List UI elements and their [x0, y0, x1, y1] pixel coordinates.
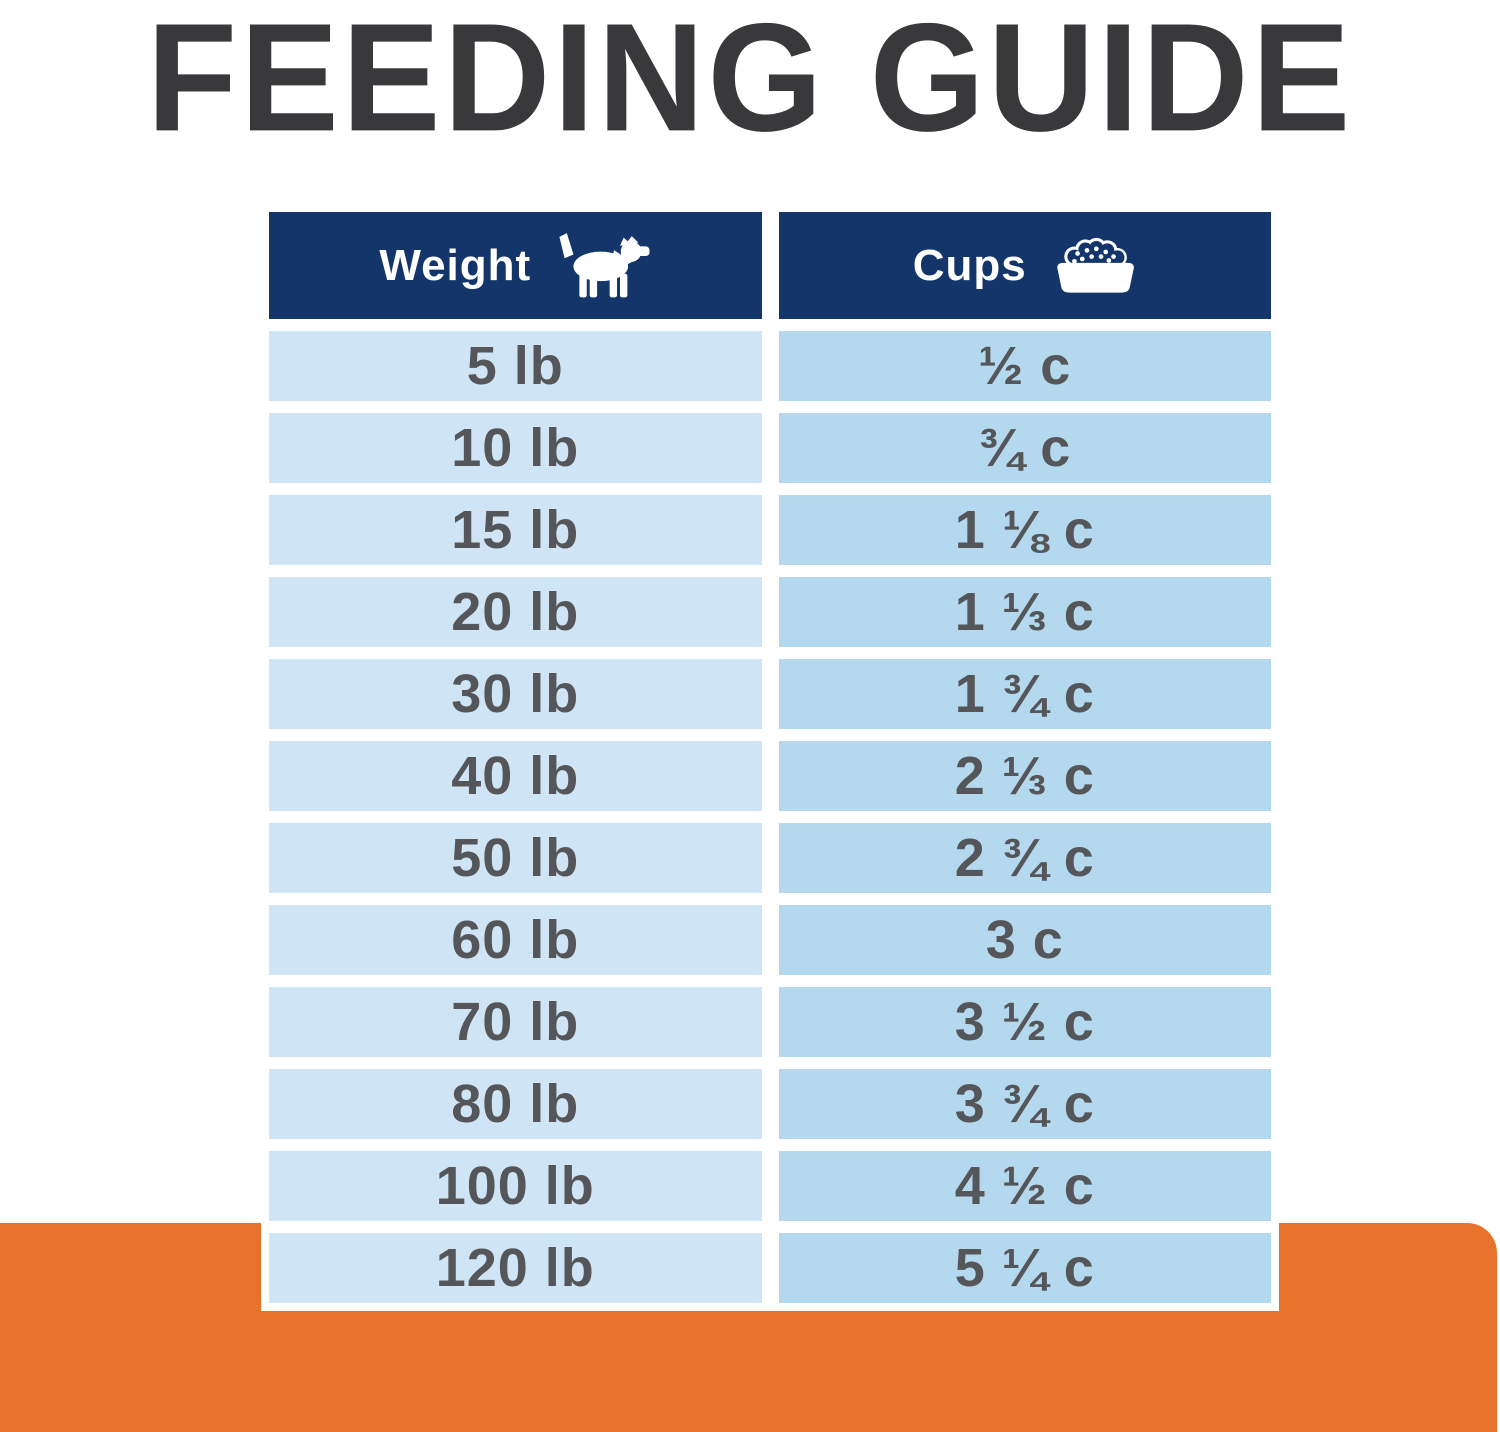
cups-cell: 3 ½ c [778, 987, 1271, 1057]
cups-cell: 2 ⅓ c [778, 741, 1271, 811]
cups-cell: 5 ¼ c [778, 1233, 1271, 1303]
cups-cell: 2 ¾ c [778, 823, 1271, 893]
weight-cell: 5 lb [269, 331, 762, 401]
weight-cell: 80 lb [269, 1069, 762, 1139]
weight-cell: 50 lb [269, 823, 762, 893]
weight-cell: 60 lb [269, 905, 762, 975]
cups-column-header: Cups [778, 212, 1271, 319]
feeding-table: Weight [261, 204, 1279, 1311]
weight-column-header: Weight [269, 212, 762, 319]
weight-cell: 15 lb [269, 495, 762, 565]
weight-cell: 20 lb [269, 577, 762, 647]
weight-cell: 100 lb [269, 1151, 762, 1221]
cups-cell: 3 c [778, 905, 1271, 975]
cups-cell: 4 ½ c [778, 1151, 1271, 1221]
weight-cell: 120 lb [269, 1233, 762, 1303]
weight-cell: 70 lb [269, 987, 762, 1057]
page-title: FEEDING GUIDE [146, 0, 1354, 164]
dog-icon [555, 230, 651, 302]
weight-header-label: Weight [379, 240, 532, 290]
bowl-icon [1051, 233, 1137, 299]
weight-cell: 30 lb [269, 659, 762, 729]
cups-cell: 1 ⅓ c [778, 577, 1271, 647]
weight-cell: 10 lb [269, 413, 762, 483]
cups-cell: ¾ c [778, 413, 1271, 483]
cups-cell: 1 ⅛ c [778, 495, 1271, 565]
weight-cell: 40 lb [269, 741, 762, 811]
cups-cell: ½ c [778, 331, 1271, 401]
cups-cell: 1 ¾ c [778, 659, 1271, 729]
cups-cell: 3 ¾ c [778, 1069, 1271, 1139]
cups-header-label: Cups [912, 240, 1027, 290]
